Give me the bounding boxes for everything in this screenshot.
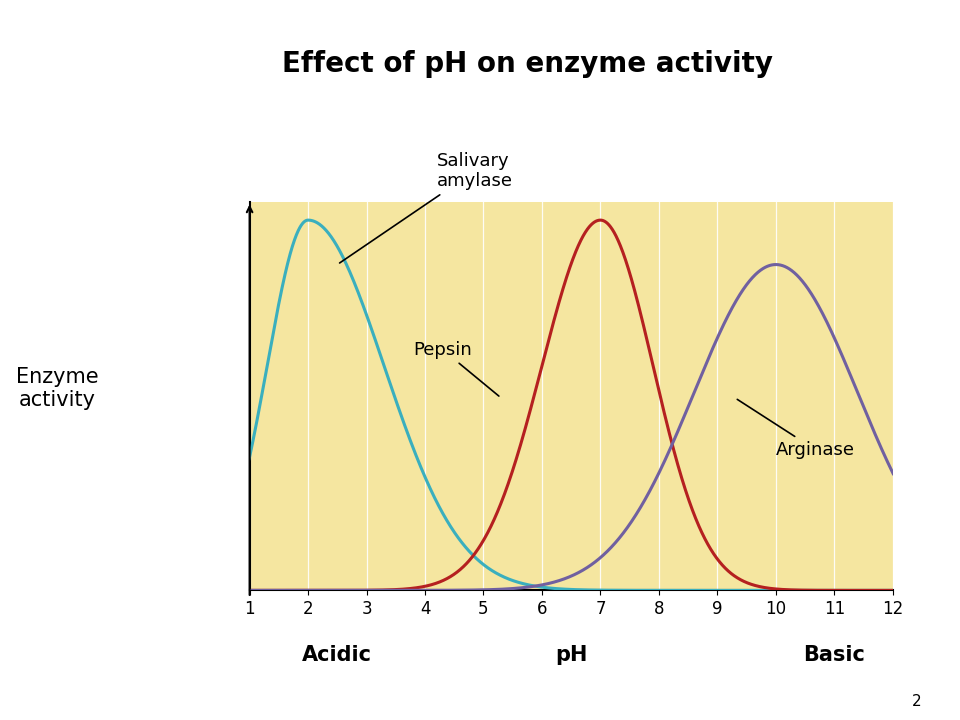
Text: 2: 2 <box>912 693 922 708</box>
Text: Salivary
amylase: Salivary amylase <box>340 152 513 263</box>
Text: Arginase: Arginase <box>737 400 854 459</box>
Text: Enzyme
activity: Enzyme activity <box>16 367 99 410</box>
Text: Pepsin: Pepsin <box>414 341 499 396</box>
Text: Basic: Basic <box>804 645 865 665</box>
Text: Effect of pH on enzyme activity: Effect of pH on enzyme activity <box>282 50 774 78</box>
Text: Acidic: Acidic <box>302 645 372 665</box>
Text: pH: pH <box>555 645 588 665</box>
